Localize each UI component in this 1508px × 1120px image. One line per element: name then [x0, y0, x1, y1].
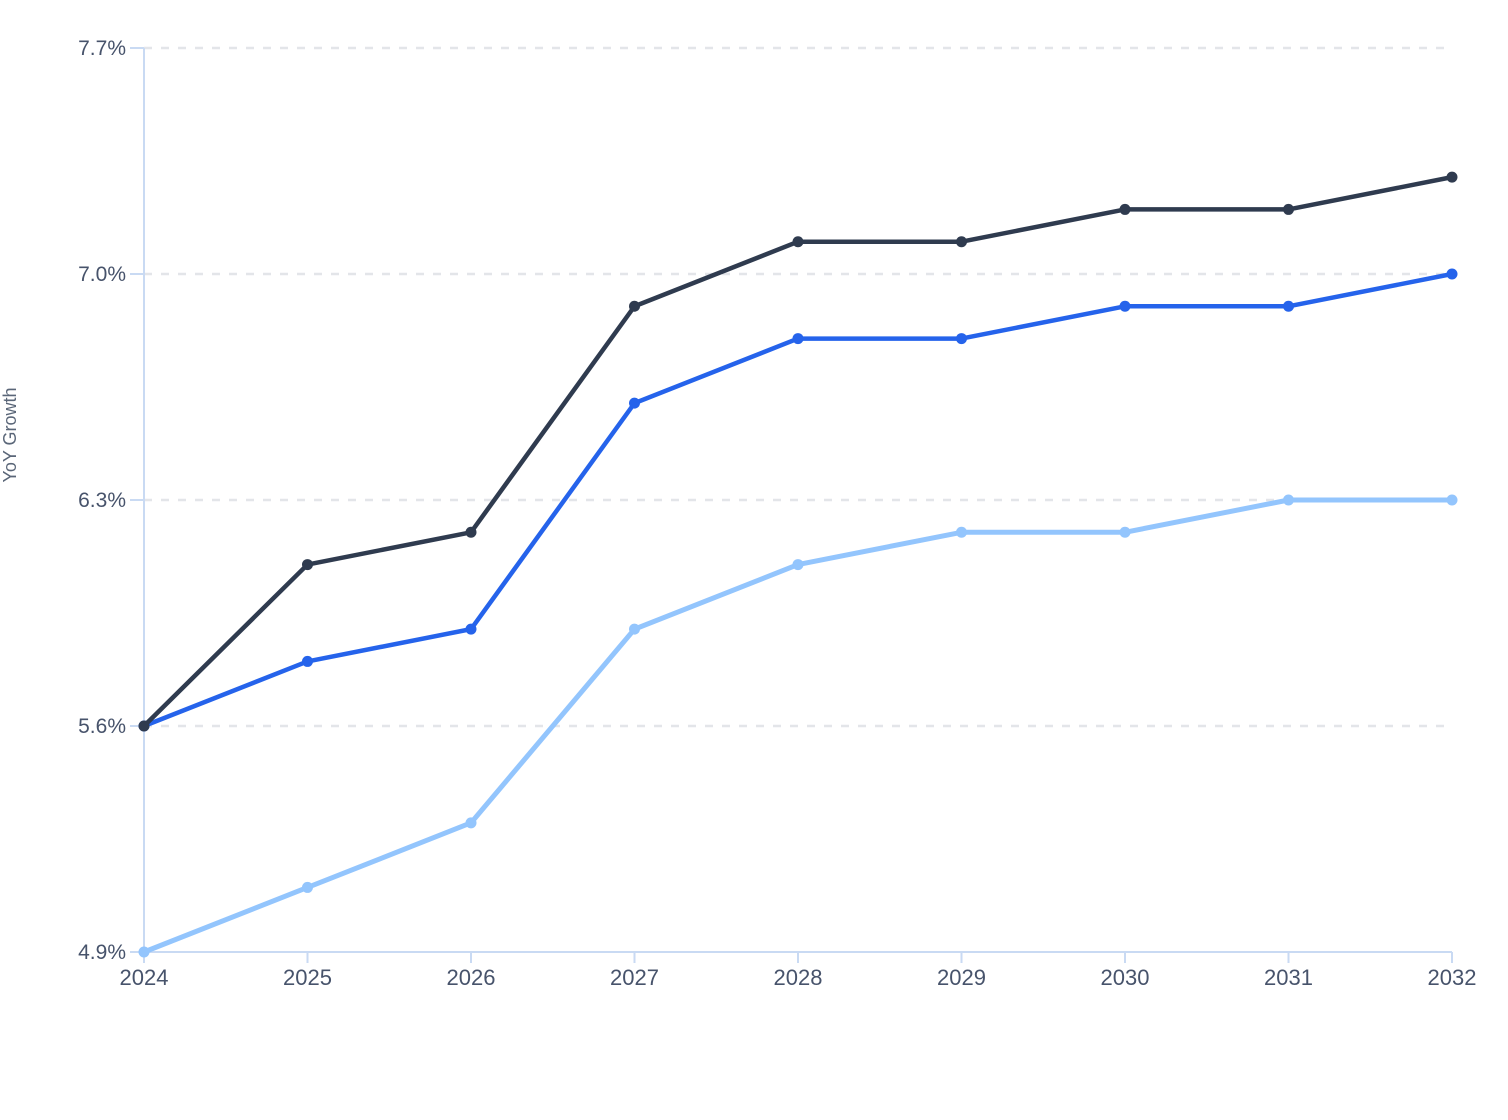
data-point-blue-series [1283, 300, 1294, 312]
data-point-blue-series [1119, 300, 1131, 312]
x-tick-label: 2032 [1428, 965, 1477, 990]
y-tick-label: 6.3% [78, 489, 126, 512]
data-point-light-blue-series [138, 946, 150, 958]
data-point-dark-navy-series [629, 300, 640, 312]
y-axis-title: YoY Growth [0, 387, 20, 482]
x-tick-label: 2027 [610, 965, 659, 990]
data-point-light-blue-series [1446, 494, 1458, 506]
data-point-dark-navy-series [1119, 203, 1131, 215]
x-tick-label: 2029 [937, 965, 986, 990]
series-line-dark-navy-series [141, 174, 1455, 729]
x-tick-label: 2025 [283, 965, 332, 990]
y-tick-label: 4.9% [78, 941, 126, 964]
x-tick-label: 2030 [1101, 965, 1150, 990]
data-point-blue-series [302, 655, 313, 667]
data-point-dark-navy-series [956, 236, 967, 248]
data-point-blue-series [1446, 268, 1458, 280]
data-point-light-blue-series [792, 559, 804, 571]
data-point-blue-series [629, 397, 640, 409]
data-point-dark-navy-series [302, 559, 313, 571]
data-point-light-blue-series [956, 526, 967, 538]
data-point-dark-navy-series [1283, 203, 1294, 215]
data-point-light-blue-series [629, 623, 640, 635]
y-tick-label: 7.0% [78, 263, 126, 286]
data-point-dark-navy-series [138, 720, 150, 732]
data-point-light-blue-series [1119, 526, 1131, 538]
x-tick-label: 2031 [1264, 965, 1313, 990]
data-point-blue-series [465, 623, 477, 635]
data-point-dark-navy-series [1446, 171, 1458, 183]
data-point-light-blue-series [1283, 494, 1294, 506]
y-tick-label: 7.7% [78, 37, 126, 60]
x-tick-label: 2026 [447, 965, 496, 990]
data-point-blue-series [956, 333, 967, 345]
x-tick-label: 2024 [120, 965, 169, 990]
data-point-light-blue-series [302, 881, 313, 893]
data-point-light-blue-series [465, 817, 477, 829]
data-point-dark-navy-series [792, 236, 804, 248]
data-point-dark-navy-series [465, 526, 477, 538]
x-tick-label: 2028 [774, 965, 823, 990]
data-point-blue-series [792, 333, 804, 345]
y-tick-label: 5.6% [78, 715, 126, 738]
